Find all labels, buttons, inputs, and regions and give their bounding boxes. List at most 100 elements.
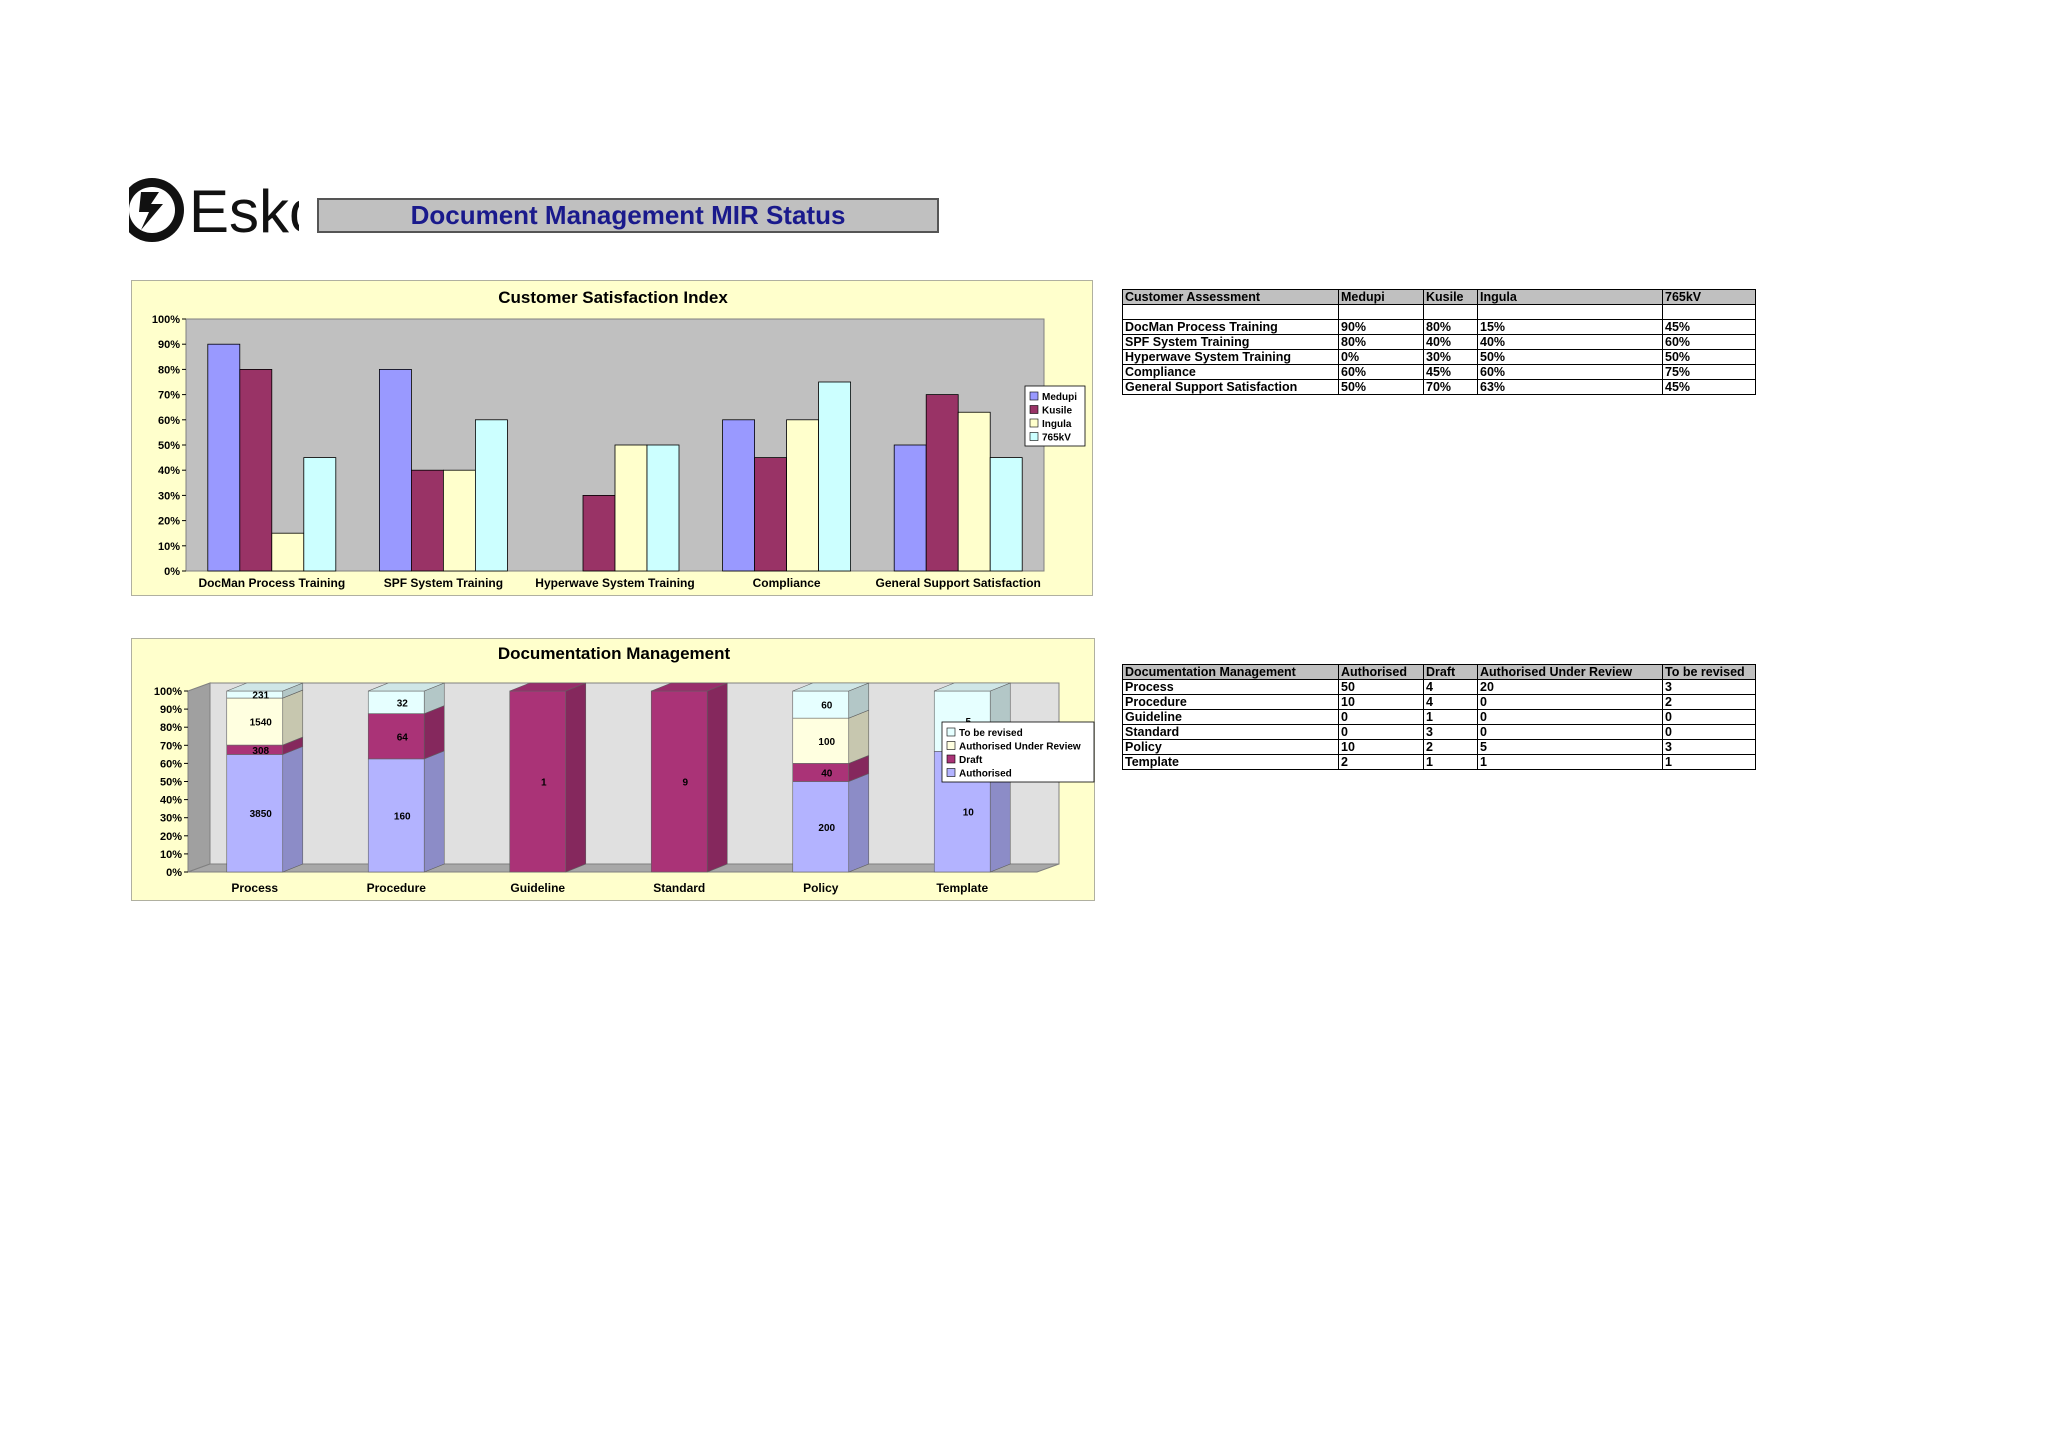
bar-765kv	[989, 457, 1023, 572]
legend-swatch	[946, 768, 956, 777]
table-cell: 0	[1477, 709, 1663, 725]
y-tick-label: 80%	[158, 364, 180, 376]
table-cell: 50%	[1477, 349, 1663, 365]
customer-satisfaction-chart: Customer Satisfaction Index 0% 10% 20% 30% 40…	[131, 280, 1093, 596]
y-tick-label: 60%	[160, 758, 182, 770]
data-label: 231	[252, 691, 269, 702]
table-cell: 15%	[1477, 319, 1663, 335]
legend-label: Kusile	[1042, 406, 1072, 417]
y-tick-label: 30%	[160, 813, 182, 825]
data-label: 9	[682, 778, 688, 789]
segment-top	[792, 682, 869, 692]
table-row: Template 2 1 1 1	[1122, 754, 1756, 770]
table-cell: Guideline	[1122, 709, 1339, 725]
x-category-label: Policy	[803, 881, 839, 895]
page-title: Document Management MIR Status	[317, 198, 939, 233]
table-cell: 4	[1423, 694, 1478, 710]
segment-side	[706, 682, 728, 873]
table-row: Policy 10 2 5 3	[1122, 739, 1756, 755]
x-category-label: Template	[936, 881, 988, 895]
segment-side	[848, 709, 870, 764]
documentation-management-table: Documentation Management Authorised Draft A…	[1122, 664, 1756, 770]
legend-label: To be revised	[959, 728, 1023, 739]
segment-authorised-under-review	[792, 717, 850, 764]
y-tick-label: 10%	[158, 541, 180, 553]
table-header-cell: Kusile	[1423, 289, 1478, 305]
table-cell: 10	[1338, 739, 1424, 755]
y-tick-label: 80%	[160, 722, 182, 734]
table-cell: 60%	[1338, 364, 1424, 380]
table-cell	[1477, 304, 1663, 320]
bar-medupi	[722, 419, 755, 572]
segment-top	[651, 682, 728, 692]
y-tick-label: 0%	[166, 867, 182, 879]
legend-label: Ingula	[1042, 419, 1072, 430]
table-cell: 0	[1477, 724, 1663, 740]
table-cell: 2	[1338, 754, 1424, 770]
eskom-logo: Eskom	[120, 170, 372, 250]
y-tick-label: 90%	[158, 339, 180, 351]
data-label: 1540	[250, 718, 273, 729]
table-header-cell: Ingula	[1477, 289, 1663, 305]
table-cell: 75%	[1662, 364, 1756, 380]
table-cell: 2	[1423, 739, 1478, 755]
data-label: 1	[541, 778, 547, 789]
table-cell: Template	[1122, 754, 1339, 770]
bar-ingula	[614, 444, 648, 572]
y-tick-label: 70%	[158, 390, 180, 402]
table-cell: 80%	[1423, 319, 1478, 335]
table-header-cell: 765kV	[1662, 289, 1756, 305]
x-category-label: SPF System Training	[384, 576, 503, 590]
table-cell: 45%	[1662, 319, 1756, 335]
table-cell: 45%	[1423, 364, 1478, 380]
table-cell: 0	[1338, 709, 1424, 725]
y-tick-label: 100%	[152, 314, 180, 326]
table-cell: 60%	[1477, 364, 1663, 380]
x-category-label: General Support Satisfaction	[876, 576, 1041, 590]
data-label: 3850	[250, 809, 273, 820]
table-cell: SPF System Training	[1122, 334, 1339, 350]
y-tick-label: 90%	[160, 704, 182, 716]
table-header-cell: Authorised Under Review	[1477, 664, 1663, 680]
floor	[187, 863, 1060, 873]
table-cell: Process	[1122, 679, 1339, 695]
table-cell: Policy	[1122, 739, 1339, 755]
table-cell: 1	[1423, 709, 1478, 725]
table-header-cell: Documentation Management	[1122, 664, 1339, 680]
data-label: 100	[818, 737, 835, 748]
data-label: 10	[963, 808, 975, 819]
x-category-label: Guideline	[510, 881, 565, 895]
table-row: Process 50 4 20 3	[1122, 679, 1756, 695]
table-cell: 45%	[1662, 379, 1756, 395]
table-cell: 50	[1338, 679, 1424, 695]
segment-top	[226, 682, 303, 692]
customer-assessment-table: Customer Assessment Medupi Kusile Ingula 765…	[1122, 289, 1756, 395]
bar-kusile	[582, 494, 616, 572]
table-cell: Procedure	[1122, 694, 1339, 710]
legend-swatch	[946, 727, 956, 737]
table-row: Procedure 10 4 0 2	[1122, 694, 1756, 710]
table-cell: Standard	[1122, 724, 1339, 740]
bar-kusile	[925, 394, 959, 572]
table-row: Standard 0 3 0 0	[1122, 724, 1756, 740]
segment-side	[423, 705, 445, 760]
customer-satisfaction-svg: Customer Satisfaction Index 0% 10% 20% 30% 40…	[152, 288, 1086, 590]
segment-draft	[367, 713, 425, 760]
segment-side	[848, 773, 870, 873]
segment-draft	[650, 690, 708, 873]
bar-765kv	[646, 444, 680, 572]
table-cell: 1	[1662, 754, 1756, 770]
data-label: 200	[818, 823, 835, 834]
y-tick-label: 0%	[164, 566, 180, 578]
table-cell: 1	[1477, 754, 1663, 770]
table-cell: 60%	[1662, 334, 1756, 350]
chart-title: Customer Satisfaction Index	[498, 288, 728, 307]
table-cell: 63%	[1477, 379, 1663, 395]
table-cell: 10	[1338, 694, 1424, 710]
bar-ingula	[271, 532, 305, 572]
y-tick-label: 50%	[160, 777, 182, 789]
legend-label: Draft	[959, 755, 983, 766]
y-tick-label: 100%	[154, 686, 182, 698]
segment-to-be-revised	[792, 690, 850, 719]
table-header-row: Customer Assessment Medupi Kusile Ingula 765…	[1122, 289, 1756, 305]
